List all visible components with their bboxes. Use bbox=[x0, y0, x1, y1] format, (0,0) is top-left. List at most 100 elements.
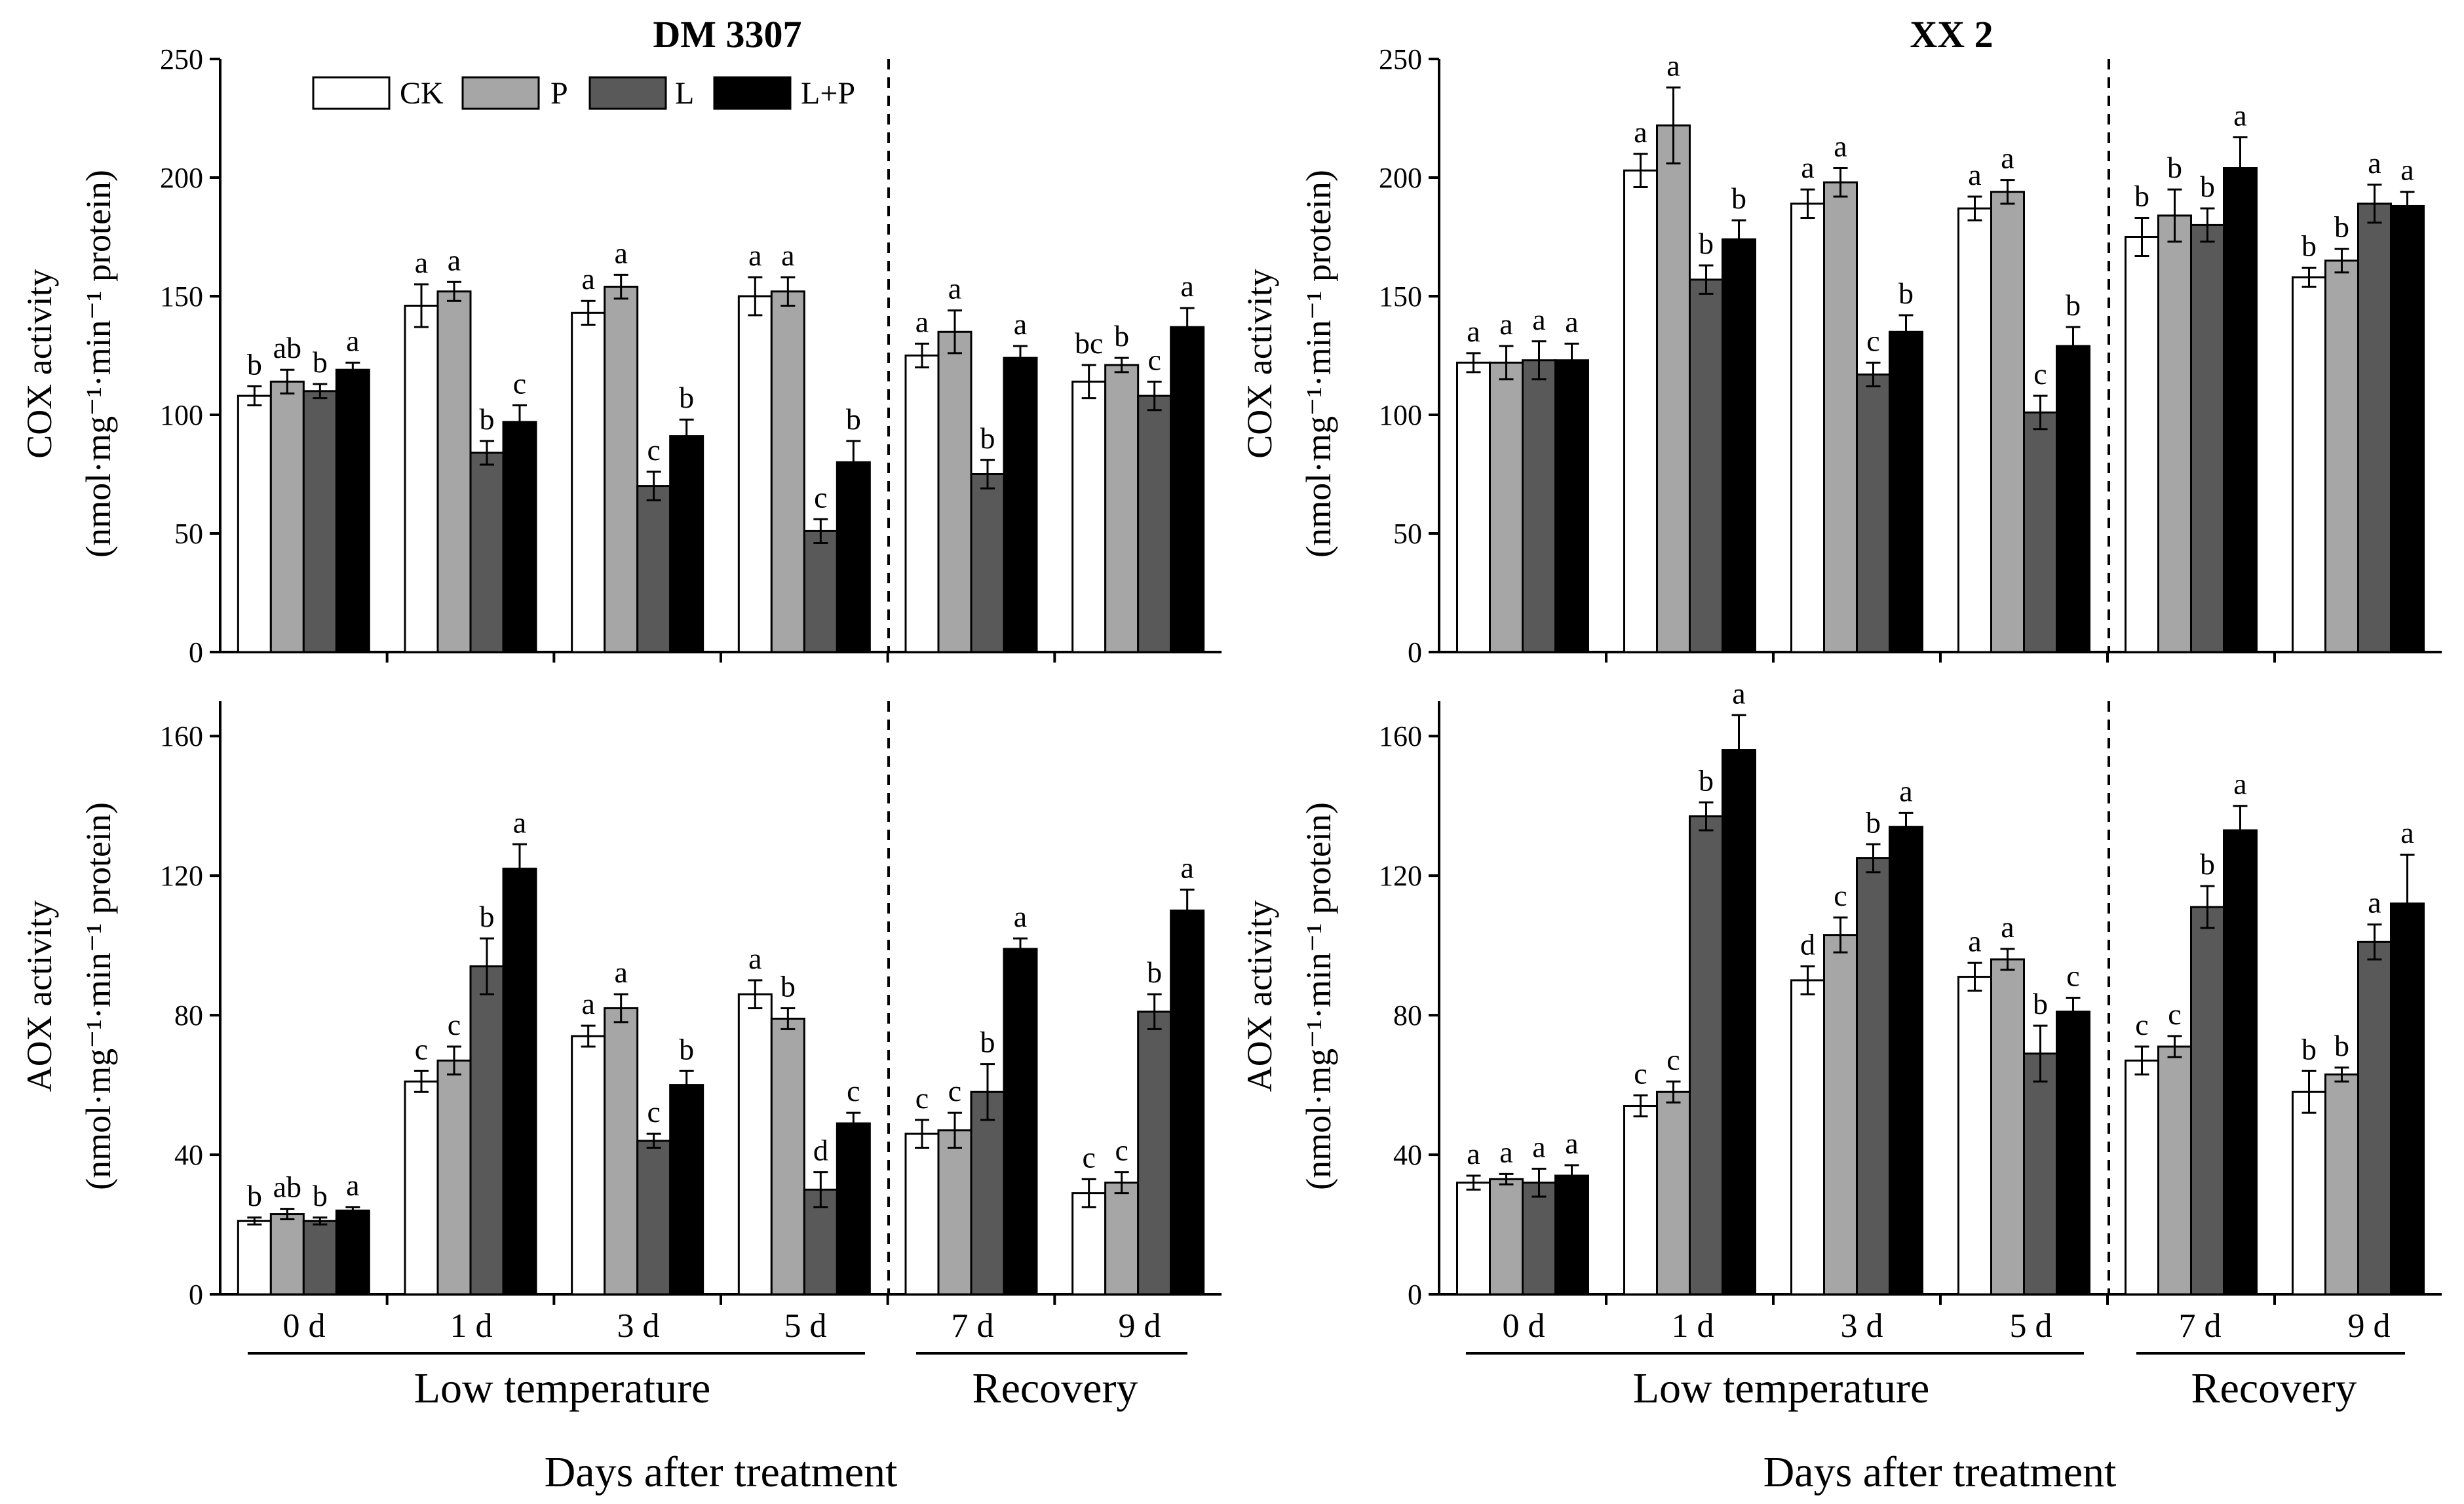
significance-letter: a bbox=[1467, 1137, 1480, 1170]
svg-text:COX activity: COX activity bbox=[20, 269, 59, 458]
y-tick-label: 0 bbox=[1408, 636, 1422, 668]
ylabel-cox-dm: COX activity (nmol·mg⁻¹·min⁻¹ protein) bbox=[20, 170, 118, 558]
bar bbox=[302, 1220, 337, 1296]
bar bbox=[1656, 1090, 1691, 1296]
day-label: 9 d bbox=[1119, 1307, 1161, 1345]
svg-text:(nmol·mg⁻¹·min⁻¹ protein): (nmol·mg⁻¹·min⁻¹ protein) bbox=[1299, 170, 1338, 558]
y-tick-label: 160 bbox=[1379, 720, 1422, 752]
y-tick-label: 100 bbox=[1379, 399, 1422, 431]
y-tick-label: 250 bbox=[160, 43, 203, 75]
bar bbox=[604, 286, 639, 653]
bar bbox=[1856, 373, 1891, 653]
bar bbox=[1170, 326, 1205, 653]
y-tick-label: 120 bbox=[1379, 860, 1422, 892]
legend-label-ck: CK bbox=[400, 76, 444, 111]
bar bbox=[1990, 191, 2025, 653]
ylabel-aox-xx: AOX activity (nmol·mg⁻¹·min⁻¹ protein) bbox=[1240, 802, 1338, 1190]
bar bbox=[970, 473, 1005, 653]
day-label: 1 d bbox=[450, 1307, 493, 1345]
significance-letter: a bbox=[1968, 158, 1981, 191]
bar bbox=[1823, 934, 1858, 1296]
significance-letter: a bbox=[2001, 142, 2014, 175]
bar bbox=[2292, 1090, 2326, 1296]
significance-letter: ab bbox=[273, 331, 301, 364]
xlabel-xx: Days after treatment bbox=[1763, 1448, 2117, 1496]
bar bbox=[1554, 359, 1589, 653]
bar bbox=[1456, 361, 1491, 653]
bar bbox=[1889, 826, 1923, 1296]
y-tick-label: 100 bbox=[160, 399, 203, 431]
significance-letter: a bbox=[346, 1168, 359, 1202]
bar bbox=[636, 1140, 672, 1296]
legend-swatch-l bbox=[588, 76, 667, 110]
legend-label-p: P bbox=[550, 76, 568, 111]
significance-letter: b bbox=[247, 1179, 262, 1212]
bar bbox=[2390, 204, 2425, 653]
bar bbox=[2023, 411, 2058, 653]
significance-letter: c bbox=[415, 1032, 428, 1066]
y-tick-label: 50 bbox=[174, 518, 203, 550]
significance-letter: b bbox=[980, 1026, 995, 1059]
y-tick-label: 0 bbox=[1408, 1279, 1422, 1311]
title-xx2: XX 2 bbox=[1910, 13, 1993, 56]
significance-letter: b bbox=[846, 402, 861, 436]
significance-letter: a bbox=[1499, 307, 1512, 341]
bar bbox=[836, 1122, 871, 1296]
y-tick-label: 80 bbox=[1393, 999, 1422, 1032]
bar bbox=[1003, 948, 1038, 1296]
bar bbox=[1856, 857, 1891, 1296]
bar bbox=[2324, 1073, 2359, 1296]
bar bbox=[1456, 1182, 1491, 1296]
significance-letter: d bbox=[1800, 928, 1815, 961]
significance-letter: a bbox=[1532, 1130, 1545, 1163]
significance-letter: a bbox=[2400, 153, 2414, 187]
significance-letter: bc bbox=[1075, 326, 1103, 360]
bar bbox=[1554, 1174, 1589, 1296]
bar bbox=[237, 395, 272, 653]
significance-letter: c bbox=[814, 480, 827, 514]
significance-letter: a bbox=[1499, 1135, 1512, 1168]
significance-letter: b bbox=[2066, 288, 2081, 322]
significance-letter: b bbox=[2334, 1029, 2349, 1062]
significance-letter: c bbox=[2135, 1008, 2148, 1041]
significance-letter: c bbox=[915, 1081, 929, 1115]
significance-letter: b bbox=[1731, 182, 1746, 215]
bar bbox=[2190, 906, 2225, 1296]
bar bbox=[469, 965, 505, 1296]
significance-letter: b bbox=[1114, 319, 1129, 353]
bar bbox=[571, 311, 606, 653]
bar bbox=[1689, 815, 1723, 1296]
bar bbox=[803, 530, 838, 653]
bar bbox=[1790, 202, 1825, 653]
bar bbox=[1104, 1182, 1140, 1296]
significance-letter: d bbox=[813, 1134, 828, 1167]
y-tick-label: 40 bbox=[174, 1139, 203, 1171]
bar bbox=[269, 380, 305, 653]
bar bbox=[1137, 1011, 1172, 1296]
day-labels-dm: 0 d 1 d 3 d 5 d 7 d 9 d bbox=[283, 1307, 1161, 1345]
significance-letter: a bbox=[2368, 886, 2381, 919]
significance-letter: a bbox=[2233, 767, 2246, 801]
significance-letter: a bbox=[1732, 676, 1745, 710]
bar bbox=[1790, 979, 1825, 1296]
significance-letter: a bbox=[1014, 900, 1027, 933]
bar bbox=[737, 295, 773, 653]
significance-letter: a bbox=[1467, 315, 1480, 348]
significance-letter: b bbox=[679, 1032, 694, 1066]
xlabel-dm: Days after treatment bbox=[545, 1448, 898, 1496]
bar bbox=[2056, 345, 2090, 653]
legend-swatch-ck bbox=[312, 76, 391, 110]
bar bbox=[571, 1035, 606, 1296]
significance-letter: c bbox=[2066, 959, 2079, 993]
significance-letter: c bbox=[2168, 997, 2181, 1031]
bar bbox=[502, 868, 537, 1296]
bar bbox=[1957, 207, 1992, 653]
significance-letter: c bbox=[1115, 1134, 1128, 1167]
significance-letter: ab bbox=[273, 1170, 301, 1204]
significance-letter: a bbox=[1014, 307, 1027, 341]
bar bbox=[1522, 359, 1556, 653]
bar bbox=[2324, 260, 2359, 653]
bar bbox=[937, 330, 972, 653]
legend-label-l: L bbox=[675, 76, 694, 111]
bar bbox=[669, 1084, 704, 1296]
